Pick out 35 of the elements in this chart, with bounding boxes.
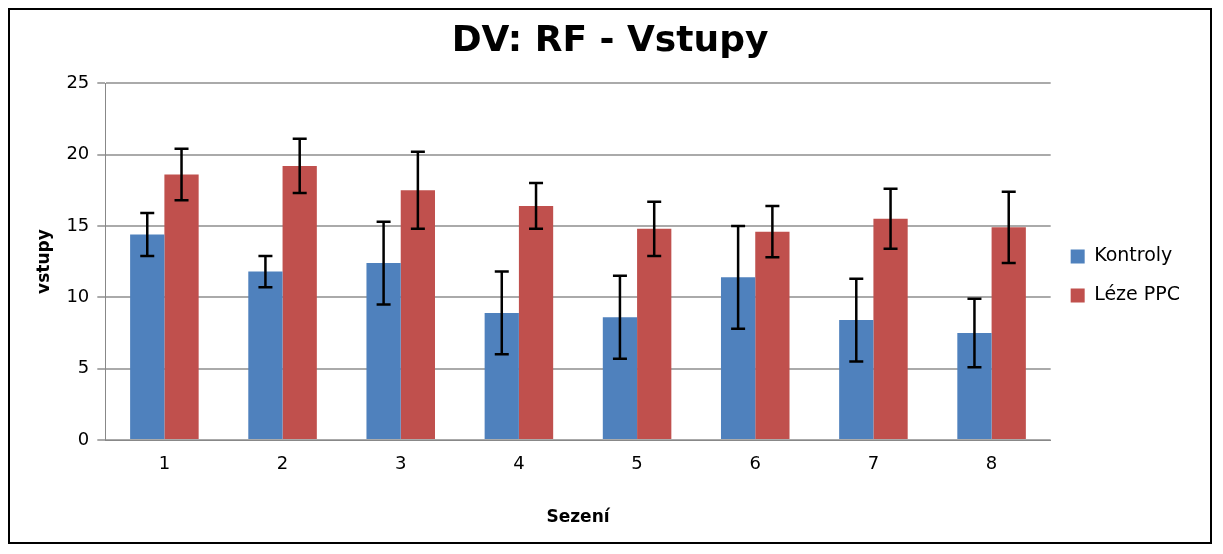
y-axis-title: vstupy <box>32 229 53 294</box>
bar <box>282 165 317 439</box>
x-tick-label: 6 <box>749 452 761 474</box>
bar <box>839 320 874 439</box>
x-tick-label: 3 <box>395 452 407 474</box>
x-tick-label: 2 <box>276 452 289 474</box>
x-tick-label: 5 <box>631 452 643 474</box>
bar <box>164 174 199 439</box>
bar <box>873 218 908 439</box>
bar <box>637 228 672 439</box>
bar <box>957 332 992 439</box>
x-tick-label: 7 <box>867 452 880 474</box>
x-tick-label: 4 <box>513 452 525 474</box>
bar <box>720 277 756 439</box>
y-tick-label: 10 <box>66 284 90 306</box>
bar <box>518 205 554 439</box>
x-axis-title: Sezení <box>546 506 611 527</box>
bar <box>755 231 790 439</box>
x-tick-label: 8 <box>985 452 998 474</box>
y-tick-label: 0 <box>77 427 90 449</box>
legend-label: Kontroly <box>1094 243 1173 266</box>
y-tick-label: 25 <box>66 70 90 92</box>
bar <box>991 227 1026 439</box>
y-tick-label: 20 <box>66 142 90 164</box>
legend-label: Léze PPC <box>1094 282 1180 305</box>
bar <box>400 190 435 439</box>
y-tick-label: 5 <box>77 356 90 378</box>
bar <box>248 271 283 439</box>
bar <box>602 317 638 439</box>
bar <box>366 263 401 439</box>
chart-title: DV: RF - Vstupy <box>451 17 769 59</box>
bar <box>130 234 165 439</box>
x-tick-label: 1 <box>158 452 171 474</box>
bar <box>484 312 519 439</box>
y-tick-label: 15 <box>66 213 90 235</box>
